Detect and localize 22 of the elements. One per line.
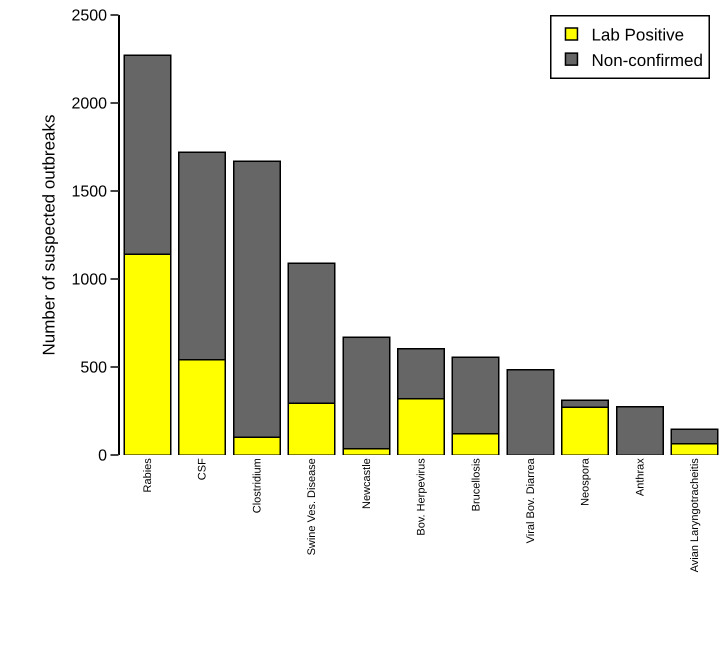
y-tick-label: 1500	[71, 184, 108, 201]
x-tick-label: Swine Ves. Disease	[306, 458, 318, 556]
x-tick-label: Bov. Herpevirus	[416, 458, 428, 536]
x-tick-label: Viral Bov. Diarrea	[525, 457, 538, 544]
legend-label: Lab Positive	[591, 26, 684, 45]
x-tick-label: Neospora	[580, 457, 592, 506]
y-tick-label: 2000	[71, 96, 108, 113]
bar	[616, 406, 664, 455]
legend-label: Non-confirmed	[591, 50, 703, 70]
bar	[506, 368, 554, 455]
y-tick-label: 2500	[71, 8, 108, 25]
x-tick-label: Brucellosis	[470, 458, 482, 512]
x-tick-label: Clostridium	[251, 458, 264, 514]
x-tick-label: Avian Laryngotracheitis	[689, 458, 702, 572]
y-axis-title: Number of suspected outbreaks	[40, 114, 59, 356]
x-tick-label: Rabies	[142, 458, 154, 492]
y-tick-label: 500	[80, 360, 108, 377]
y-tick-label: 1000	[71, 272, 108, 289]
x-tick-label: Anthrax	[634, 458, 646, 496]
y-tick-label: 0	[98, 448, 108, 465]
x-tick-label: Newcastle	[360, 458, 373, 509]
x-tick-label: CSF	[196, 458, 209, 480]
